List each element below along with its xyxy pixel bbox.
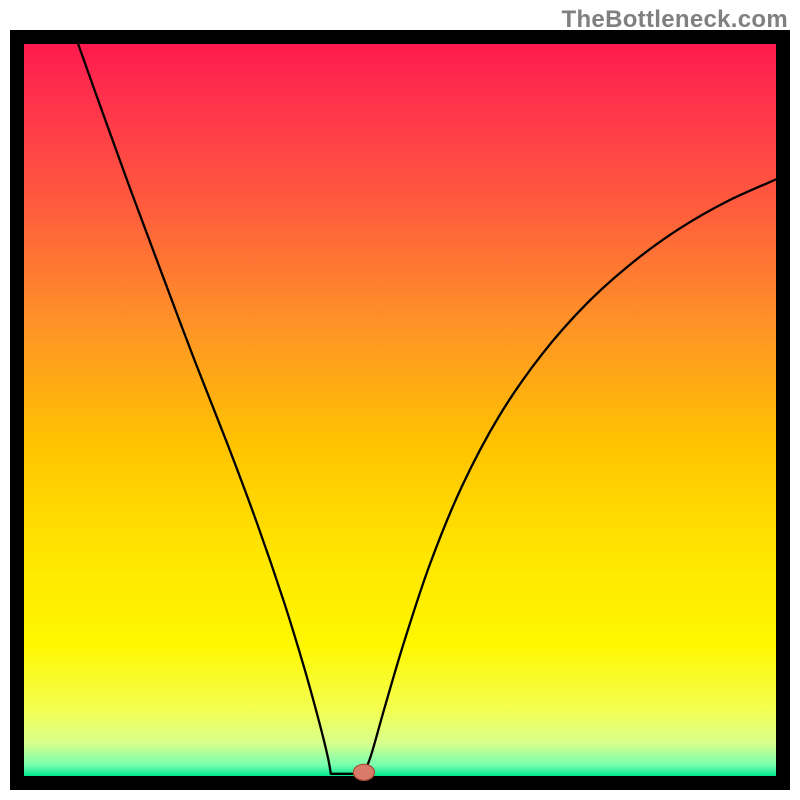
plot-background <box>24 44 776 776</box>
chart-stage: TheBottleneck.com <box>0 0 800 800</box>
optimum-marker <box>353 764 374 780</box>
bottleneck-chart <box>0 0 800 800</box>
